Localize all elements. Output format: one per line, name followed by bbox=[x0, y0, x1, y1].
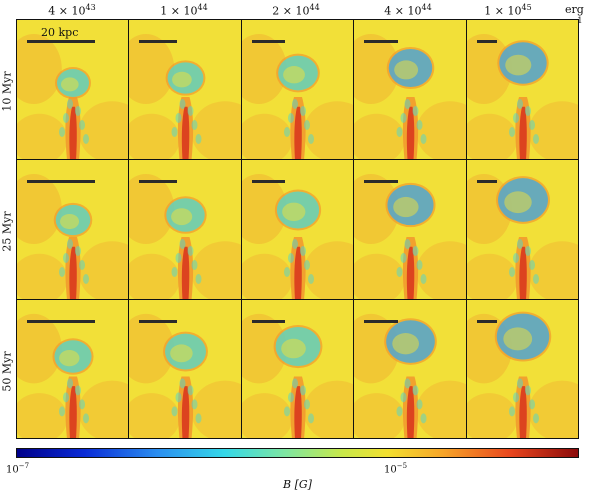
sim-panel-r3-c2 bbox=[129, 300, 242, 439]
sim-panel-r2-c5 bbox=[467, 160, 579, 300]
colorbar-tick-mid: 10−5 bbox=[384, 462, 408, 476]
scale-bar bbox=[364, 180, 398, 183]
sim-panel-r2-c1 bbox=[17, 160, 129, 300]
magnetic-field-map bbox=[242, 300, 353, 438]
magnetic-field-map bbox=[354, 160, 466, 299]
scale-bar bbox=[477, 40, 497, 43]
sim-panel-r3-c1 bbox=[17, 300, 129, 439]
magnetic-field-map bbox=[467, 300, 578, 438]
row-label-3: 50 Myr bbox=[0, 351, 14, 392]
sim-panel-r2-c3 bbox=[242, 160, 354, 300]
sim-panel-r1-c3 bbox=[242, 20, 354, 160]
scale-bar bbox=[252, 40, 285, 43]
colorbar bbox=[16, 448, 579, 458]
magnetic-field-map bbox=[354, 300, 466, 438]
magnetic-field-map bbox=[17, 160, 128, 299]
scale-bar bbox=[139, 40, 177, 43]
column-label-1: 4 × 1043 bbox=[48, 3, 96, 18]
colorbar-tick-low: 10−7 bbox=[6, 462, 30, 476]
scale-bar bbox=[27, 180, 95, 183]
row-label-1: 10 Myr bbox=[0, 71, 14, 112]
simulation-panel-grid: 20 kpc bbox=[16, 19, 579, 439]
colorbar-label: B [G] bbox=[283, 478, 312, 491]
column-label-5: 1 × 1045 bbox=[484, 3, 532, 18]
magnetic-field-map bbox=[129, 160, 241, 299]
scale-bar bbox=[252, 180, 285, 183]
sim-panel-r1-c4 bbox=[354, 20, 467, 160]
scale-bar bbox=[364, 320, 398, 323]
magnetic-field-map bbox=[129, 300, 241, 438]
magnetic-field-map bbox=[17, 20, 128, 159]
scale-bar bbox=[139, 180, 177, 183]
column-label-2: 1 × 1044 bbox=[160, 3, 208, 18]
scale-bar bbox=[139, 320, 177, 323]
sim-panel-r3-c3 bbox=[242, 300, 354, 439]
scale-bar bbox=[477, 180, 497, 183]
sim-panel-r1-c5 bbox=[467, 20, 579, 160]
sim-panel-r1-c1: 20 kpc bbox=[17, 20, 129, 160]
magnetic-field-map bbox=[467, 20, 578, 159]
scale-bar bbox=[252, 320, 285, 323]
magnetic-field-map bbox=[17, 300, 128, 438]
magnetic-field-map bbox=[354, 20, 466, 159]
sim-panel-r2-c2 bbox=[129, 160, 242, 300]
magnetic-field-map bbox=[467, 160, 578, 299]
magnetic-field-map bbox=[242, 20, 353, 159]
scale-bar bbox=[27, 320, 95, 323]
row-label-2: 25 Myr bbox=[0, 211, 14, 252]
sim-panel-r1-c2 bbox=[129, 20, 242, 160]
scale-bar bbox=[477, 320, 497, 323]
scale-bar bbox=[364, 40, 398, 43]
sim-panel-r2-c4 bbox=[354, 160, 467, 300]
sim-panel-r3-c5 bbox=[467, 300, 579, 439]
sim-panel-r3-c4 bbox=[354, 300, 467, 439]
column-label-4: 4 × 1044 bbox=[384, 3, 432, 18]
column-label-3: 2 × 1044 bbox=[272, 3, 320, 18]
scale-bar-label: 20 kpc bbox=[41, 26, 79, 39]
magnetic-field-map bbox=[242, 160, 353, 299]
magnetic-field-map bbox=[129, 20, 241, 159]
scale-bar bbox=[27, 40, 95, 43]
